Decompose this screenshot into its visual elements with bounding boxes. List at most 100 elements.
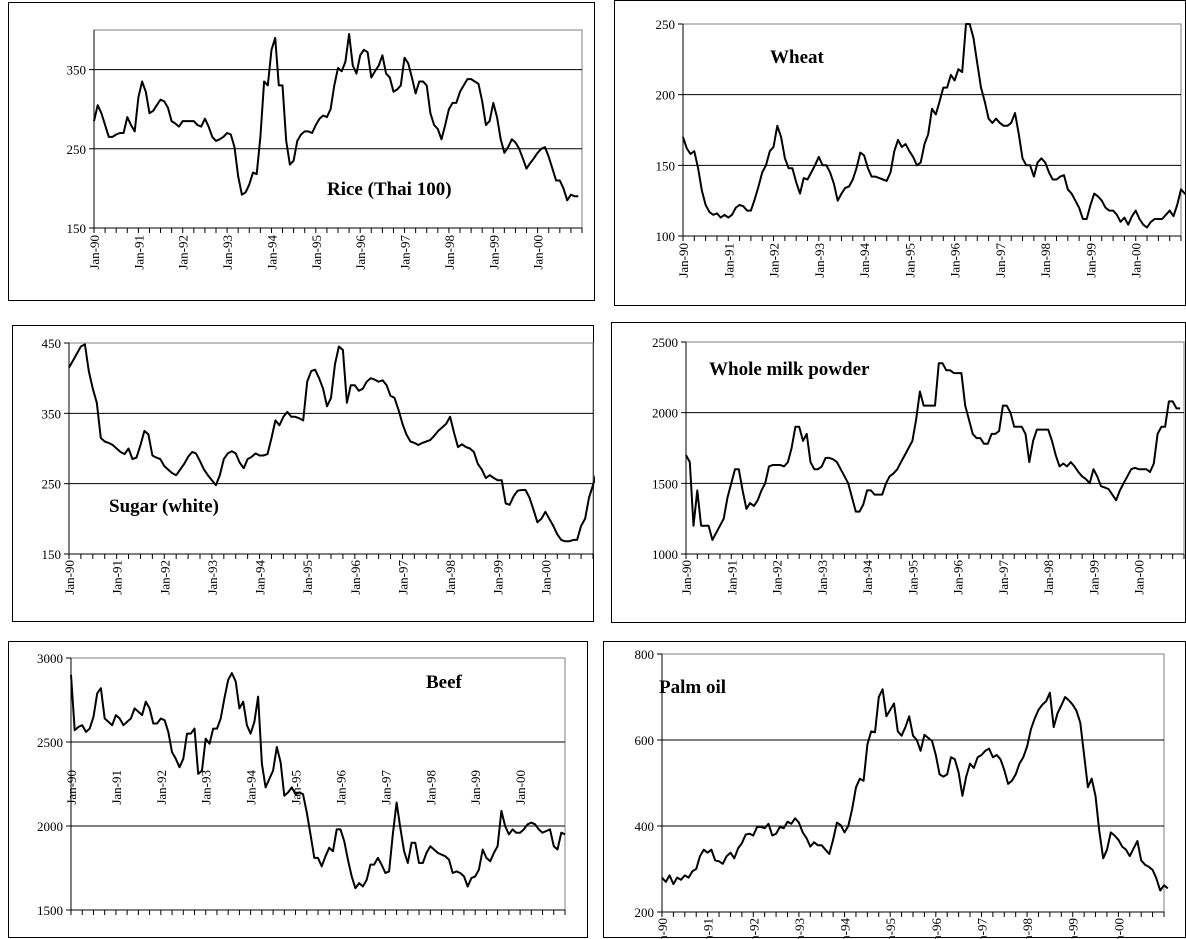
- x-tick-label: Jan-98: [1038, 243, 1053, 278]
- x-tick-label: Jan-94: [857, 243, 872, 278]
- chart-panel-rice: 150 250 350 Jan-90 Jan-91 Jan-92 Jan-93 Jan-94 J…: [8, 2, 595, 301]
- x-tick-label: Jan-00: [531, 235, 546, 270]
- y-tick-label: 1000: [652, 547, 678, 562]
- x-tick-label: Jan-92: [154, 770, 169, 805]
- x-tick-label: Jan-97: [398, 235, 413, 270]
- y-tick-label: 200: [656, 88, 676, 103]
- chart-panel-milk: 1000 1500 2000 2500 Jan-90 Jan-91 Jan-92 Jan-93…: [611, 322, 1186, 623]
- x-tick-label: Jan-90: [655, 918, 670, 939]
- x-tick-label: Jan-95: [309, 235, 324, 270]
- x-tick-label: Jan-94: [253, 560, 268, 595]
- x-tick-label: Jan-98: [442, 235, 457, 270]
- chart-panel-sugar: 150 250 350 450 Jan-90 Jan-91 Jan-92 Jan-93 Jan-…: [12, 325, 595, 622]
- y-tick-label: 350: [42, 406, 62, 421]
- x-tick-label: Jan-96: [348, 560, 363, 595]
- x-tick-label: Jan-99: [491, 560, 506, 595]
- x-tick-label: Jan-95: [300, 560, 315, 595]
- x-tick-label: Jan-96: [948, 243, 963, 278]
- y-tick-label: 450: [42, 336, 62, 351]
- x-tick-label: Jan-91: [721, 243, 736, 278]
- x-tick-label: Jan-93: [205, 560, 220, 595]
- x-tick-label: Jan-90: [679, 560, 694, 595]
- x-tick-label: Jan-90: [676, 243, 691, 278]
- x-tick-label: Jan-97: [993, 243, 1008, 278]
- plot-area-palm: [661, 653, 1165, 913]
- x-tick-label: Jan-00: [1132, 560, 1147, 595]
- chart-title: Wheat: [770, 47, 825, 68]
- x-tick-label: Jan-91: [701, 918, 716, 939]
- x-tick-label: Jan-93: [199, 770, 214, 805]
- series-line-beef: [70, 672, 566, 890]
- x-tick-label: Jan-92: [176, 235, 191, 270]
- x-tick-label: Jan-94: [838, 918, 853, 939]
- chart-title: Palm oil: [659, 677, 726, 698]
- series-line-milk: [685, 362, 1181, 541]
- x-tick-label: Jan-99: [468, 770, 483, 805]
- x-tick-label: Jan-99: [1066, 918, 1081, 939]
- x-tick-label: Jan-00: [1129, 243, 1144, 278]
- chart-palm: 200 400 600 800 Jan-90 Jan-91 Jan-92 Jan-93 Jan-…: [635, 647, 1169, 939]
- y-tick-label: 250: [42, 477, 62, 492]
- x-tick-label: Jan-98: [443, 560, 458, 595]
- series-line-sugar: [68, 343, 595, 543]
- plot-area-beef: [70, 657, 566, 911]
- x-tick-label: Jan-93: [812, 243, 827, 278]
- chart-rice: 150 250 350 Jan-90 Jan-91 Jan-92 Jan-93 Jan-94 J…: [67, 29, 583, 270]
- y-tick-label: 1500: [652, 476, 678, 491]
- x-tick-label: Jan-96: [951, 560, 966, 595]
- x-tick-label: Jan-91: [724, 560, 739, 595]
- y-tick-label: 800: [635, 647, 655, 662]
- y-tick-label: 2500: [652, 335, 678, 350]
- y-tick-label: 1500: [37, 903, 63, 918]
- x-tick-label: Jan-93: [792, 918, 807, 939]
- series-line-rice: [93, 33, 579, 202]
- y-tick-label: 100: [656, 229, 676, 244]
- chart-title: Whole milk powder: [709, 359, 870, 380]
- x-tick-label: Jan-97: [395, 560, 410, 595]
- x-tick-label: Jan-92: [157, 560, 172, 595]
- x-tick-label: Jan-00: [1111, 918, 1126, 939]
- chart-panel-palm: 200 400 600 800 Jan-90 Jan-91 Jan-92 Jan-93 Jan-…: [603, 641, 1186, 939]
- x-tick-label: Jan-91: [110, 560, 125, 595]
- y-tick-label: 200: [635, 905, 655, 920]
- y-tick-label: 150: [656, 158, 676, 173]
- x-tick-label: Jan-99: [1086, 560, 1101, 595]
- x-tick-label: Jan-95: [289, 770, 304, 805]
- y-tick-label: 250: [656, 17, 676, 32]
- x-tick-label: Jan-95: [883, 918, 898, 939]
- x-tick-label: Jan-93: [815, 560, 830, 595]
- x-tick-label: Jan-94: [860, 560, 875, 595]
- y-tick-label: 3000: [37, 651, 63, 666]
- y-tick-label: 2500: [37, 735, 63, 750]
- chart-panel-beef: 1500 2000 2500 3000 Jan-90 Jan-91 Jan-92 Jan-93…: [8, 641, 588, 938]
- chart-panel-wheat: 100 150 200 250 Jan-90 Jan-91 Jan-92 Jan-93 Jan-…: [614, 0, 1186, 306]
- y-tick-label: 150: [67, 221, 87, 236]
- plot-area-sugar: [68, 342, 594, 555]
- x-tick-label: Jan-91: [109, 770, 124, 805]
- series-line-palm: [661, 688, 1169, 892]
- x-tick-label: Jan-99: [486, 235, 501, 270]
- x-tick-label: Jan-90: [64, 770, 79, 805]
- x-tick-label: Jan-98: [1041, 560, 1056, 595]
- plot-area-wheat: [682, 23, 1182, 237]
- x-tick-label: Jan-96: [333, 770, 348, 805]
- y-tick-label: 400: [635, 819, 655, 834]
- x-tick-label: Jan-91: [131, 235, 146, 270]
- chart-wheat: 100 150 200 250 Jan-90 Jan-91 Jan-92 Jan-93 Jan-…: [656, 17, 1186, 278]
- x-tick-label: Jan-95: [905, 560, 920, 595]
- x-tick-label: Jan-94: [264, 235, 279, 270]
- series-line-wheat: [682, 23, 1186, 229]
- y-tick-label: 350: [67, 63, 87, 78]
- x-tick-label: Jan-97: [974, 918, 989, 939]
- x-tick-label: Jan-90: [62, 560, 77, 595]
- x-tick-label: Jan-94: [244, 770, 259, 805]
- x-tick-label: Jan-97: [996, 560, 1011, 595]
- chart-title: Sugar (white): [109, 496, 219, 517]
- x-tick-label: Jan-99: [1083, 243, 1098, 278]
- x-tick-label: Jan-93: [220, 235, 235, 270]
- x-tick-label: Jan-98: [1020, 918, 1035, 939]
- x-tick-label: Jan-00: [538, 560, 553, 595]
- x-tick-label: Jan-00: [513, 770, 528, 805]
- y-tick-label: 2000: [37, 819, 63, 834]
- x-tick-label: Jan-92: [770, 560, 785, 595]
